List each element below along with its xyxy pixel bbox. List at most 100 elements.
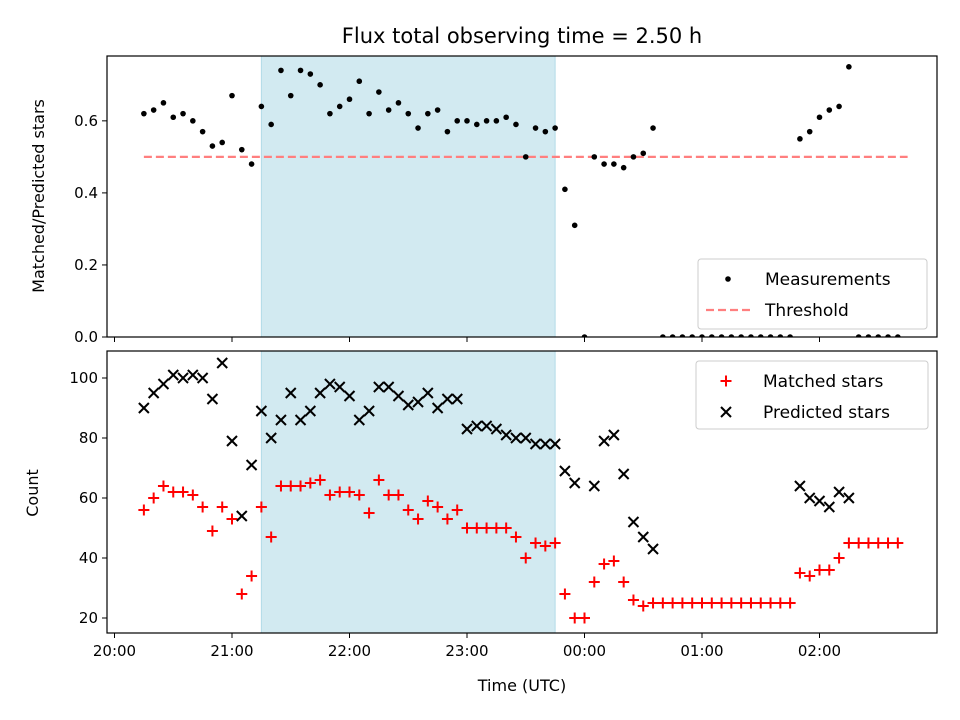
measurement-point (846, 64, 852, 70)
legend-frame (697, 258, 928, 330)
y-tick-label: 40 (79, 549, 98, 567)
matched-point (275, 480, 287, 492)
matched-point (148, 492, 160, 504)
y-tick-label: 0.0 (74, 328, 98, 346)
x-tick-label: 02:00 (798, 642, 841, 660)
measurement-point (728, 334, 735, 337)
matched-point (608, 555, 620, 567)
predicted-point (382, 381, 395, 393)
measurement-point (278, 67, 284, 74)
matched-point (862, 537, 874, 549)
predicted-point (598, 435, 610, 447)
matched-point (373, 474, 385, 486)
matched-point (774, 597, 786, 609)
matched-point (353, 489, 365, 501)
predicted-point (431, 402, 444, 414)
measurement-point (826, 107, 833, 113)
matched-point (706, 597, 718, 609)
predicted-point (363, 405, 375, 417)
measurement-point (522, 154, 529, 160)
predicted-point (529, 438, 542, 450)
x-tick-label: 20:00 (93, 642, 136, 660)
matched-point (814, 564, 825, 576)
predicted-point (627, 516, 640, 528)
measurement-point (415, 125, 421, 131)
measurement-point (738, 334, 744, 337)
predicted-point (559, 465, 571, 477)
predicted-point (138, 402, 150, 414)
matched-point (226, 513, 238, 525)
measurement-point (650, 125, 656, 131)
measurement-point (307, 71, 314, 77)
measurement-point (258, 103, 265, 110)
matched-point (520, 552, 532, 564)
measurement-point (346, 96, 353, 103)
y-tick-label: 60 (79, 489, 98, 507)
x-tick-label: 21:00 (210, 642, 253, 660)
legend: Matched stars Predicted stars (695, 360, 929, 430)
matched-point (843, 537, 855, 549)
legend-label: Measurements (765, 270, 891, 290)
legend: Measurements Threshold (697, 258, 928, 330)
shaded-region (260, 55, 556, 338)
predicted-point (520, 432, 532, 444)
measurement-point (865, 334, 872, 337)
measurement-point (199, 128, 206, 135)
matched-point (559, 588, 571, 600)
measurement-point (385, 107, 392, 113)
predicted-point (206, 393, 219, 405)
predicted-point (813, 495, 826, 507)
measurement-point (699, 334, 705, 337)
measurement-point (571, 222, 578, 229)
matched-point (187, 489, 199, 501)
predicted-point (490, 423, 503, 435)
matched-point (392, 489, 404, 501)
matched-point (255, 501, 267, 513)
measurement-point (875, 334, 882, 337)
measurement-point (327, 110, 333, 117)
matched-point (627, 594, 639, 606)
measurement-point (483, 118, 490, 124)
predicted-point (569, 477, 581, 489)
predicted-point (334, 381, 346, 393)
measurement-point (238, 146, 245, 153)
matched-point (490, 522, 502, 534)
predicted-point (422, 387, 434, 399)
measurement-point (777, 334, 784, 337)
measurement-point (855, 334, 862, 337)
matched-point (402, 504, 414, 516)
legend-label: Predicted stars (763, 403, 890, 423)
predicted-point (843, 492, 855, 504)
top-plot: 0.0 0.2 0.4 0.6 Measurements Threshold (74, 55, 938, 346)
measurement-point (317, 82, 323, 88)
predicted-point (187, 369, 199, 381)
predicted-point (265, 432, 277, 444)
y-tick-label: 0.6 (74, 112, 98, 130)
predicted-point (392, 390, 405, 402)
y-tick-label: 0.4 (74, 184, 98, 202)
measurement-point (532, 125, 539, 131)
measurement-point (513, 121, 519, 128)
predicted-point (275, 414, 287, 426)
matched-point (882, 537, 894, 549)
x-axis-label: Time (UTC) (477, 676, 566, 695)
measurement-point (248, 161, 255, 167)
measurement-point (885, 334, 891, 337)
matched-point (441, 513, 453, 525)
matched-point (539, 540, 551, 552)
shaded-region (260, 350, 556, 634)
matched-point (344, 486, 355, 498)
matched-point (618, 576, 630, 588)
measurement-point (797, 136, 803, 142)
measurement-point (816, 114, 823, 121)
matched-point (784, 597, 796, 609)
measurement-point (268, 121, 274, 128)
matched-point (363, 507, 375, 519)
legend-frame (695, 360, 929, 430)
predicted-point (451, 393, 463, 405)
matched-point (451, 504, 463, 516)
measurement-point (806, 128, 813, 135)
matched-point (471, 522, 483, 534)
measurement-point (787, 334, 793, 337)
matched-point (686, 597, 698, 609)
